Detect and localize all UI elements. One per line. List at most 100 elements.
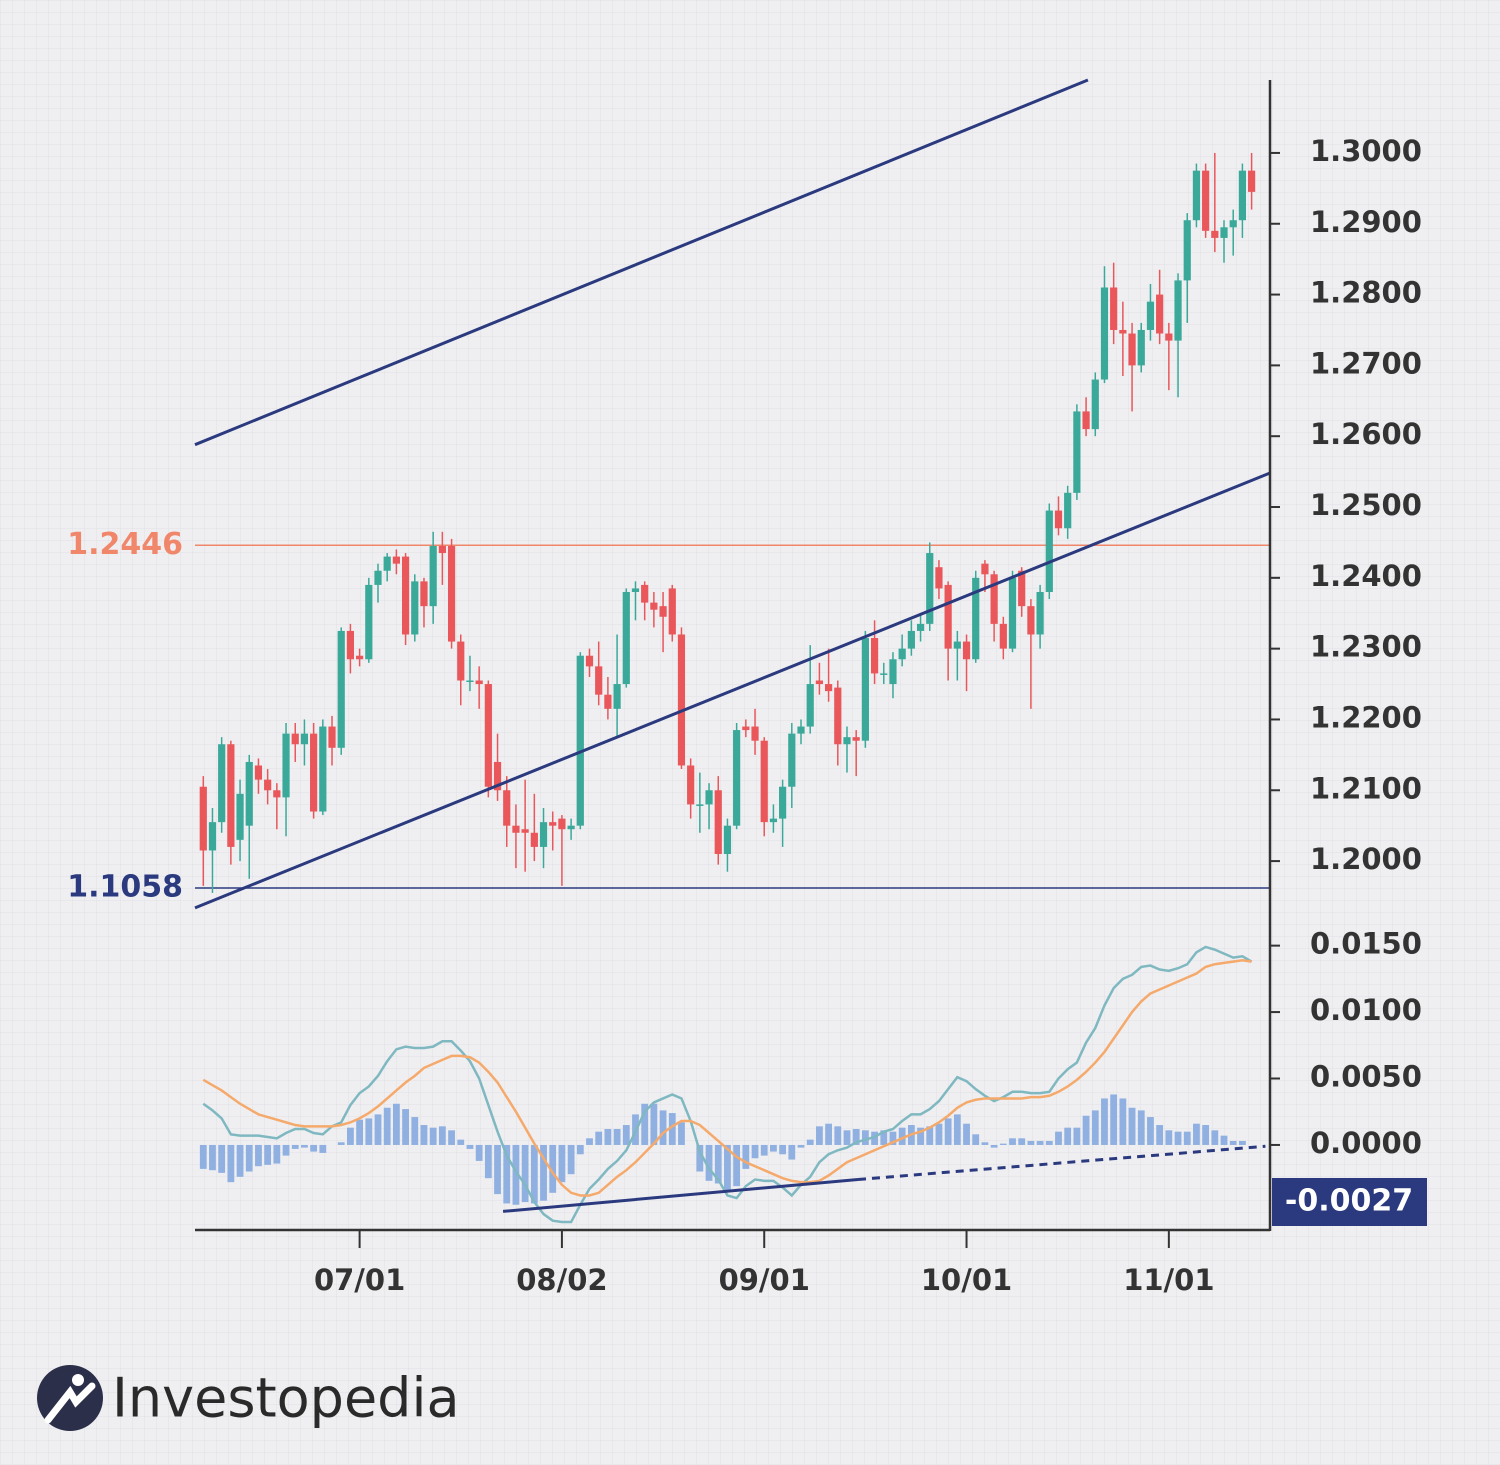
candle-body bbox=[549, 822, 557, 826]
candle-body bbox=[1156, 294, 1164, 334]
candle-body bbox=[411, 581, 419, 635]
candle-body bbox=[843, 737, 851, 745]
candle-body bbox=[503, 790, 511, 826]
histogram-bar bbox=[218, 1144, 226, 1173]
candle-body bbox=[870, 638, 879, 674]
candle-body bbox=[990, 574, 998, 624]
histogram-bar bbox=[788, 1144, 796, 1160]
x-tick-label: 11/01 bbox=[1123, 1263, 1214, 1297]
histogram-bar bbox=[981, 1142, 989, 1145]
candle-body bbox=[199, 786, 207, 851]
y-tick-label: 1.3000 bbox=[1310, 134, 1422, 168]
candle-body bbox=[401, 556, 410, 635]
candle-body bbox=[861, 638, 869, 741]
histogram-bar bbox=[1036, 1140, 1044, 1145]
histogram-bar bbox=[999, 1143, 1007, 1145]
candle-body bbox=[493, 761, 502, 791]
logo-dot bbox=[72, 1374, 84, 1386]
signal-line bbox=[202, 958, 1252, 1197]
histogram-bar bbox=[402, 1109, 409, 1145]
candle-body bbox=[1082, 411, 1090, 430]
candle-body bbox=[1165, 333, 1173, 341]
histogram-bar bbox=[742, 1144, 750, 1169]
histogram-bar bbox=[586, 1138, 593, 1145]
candle-body bbox=[723, 825, 732, 855]
candle-body bbox=[457, 641, 465, 681]
candle-body bbox=[1229, 220, 1237, 228]
y-tick-label: 1.2700 bbox=[1310, 346, 1422, 380]
histogram-bar bbox=[319, 1144, 327, 1153]
y-tick-label: 1.2300 bbox=[1310, 630, 1422, 664]
candle-body bbox=[245, 761, 253, 826]
candle-body bbox=[953, 641, 961, 649]
histogram-bar bbox=[843, 1130, 851, 1145]
histogram-bar bbox=[944, 1118, 952, 1145]
histogram-bar bbox=[236, 1144, 244, 1177]
candle-body bbox=[567, 825, 575, 830]
histogram-bar bbox=[1156, 1125, 1164, 1145]
candle-body bbox=[972, 577, 980, 660]
histogram-bar bbox=[604, 1129, 612, 1145]
histogram-bar bbox=[457, 1139, 465, 1145]
candle-body bbox=[668, 588, 676, 635]
histogram-bar bbox=[255, 1144, 262, 1167]
candle-body bbox=[935, 567, 943, 589]
candle-body bbox=[1064, 492, 1072, 529]
candle-body bbox=[760, 740, 768, 823]
histogram-bar bbox=[365, 1118, 373, 1145]
candle-body bbox=[300, 733, 309, 745]
histogram-bar bbox=[512, 1144, 520, 1205]
histogram-bar bbox=[852, 1129, 860, 1145]
y-tick-label: 1.2100 bbox=[1310, 771, 1422, 805]
trend-line bbox=[857, 1144, 1266, 1181]
callout-label: -0.0027 bbox=[1285, 1184, 1413, 1219]
histogram-bar bbox=[438, 1126, 446, 1145]
histogram-bar bbox=[595, 1131, 603, 1145]
histogram-bar bbox=[521, 1144, 529, 1203]
candle-body bbox=[622, 591, 630, 685]
histogram-bar bbox=[1091, 1110, 1099, 1145]
x-tick-label: 09/01 bbox=[719, 1263, 810, 1297]
histogram-bar bbox=[1045, 1140, 1053, 1145]
histogram-bar bbox=[779, 1144, 787, 1155]
histogram-bar bbox=[209, 1144, 216, 1171]
histogram-bar bbox=[576, 1144, 584, 1155]
candle-body bbox=[751, 726, 759, 741]
histogram-bar bbox=[199, 1144, 207, 1169]
y-tick-label: 0.0050 bbox=[1310, 1060, 1422, 1094]
candle-body bbox=[273, 790, 281, 798]
histogram-bar bbox=[420, 1125, 428, 1145]
histogram-bar bbox=[917, 1127, 924, 1145]
trend-line bbox=[194, 471, 1271, 910]
y-tick-label: 1.2500 bbox=[1310, 488, 1422, 522]
histogram-bar bbox=[1082, 1115, 1090, 1145]
candle-body bbox=[438, 545, 446, 554]
histogram-bar bbox=[374, 1114, 382, 1145]
histogram-bar bbox=[301, 1144, 308, 1148]
histogram-bar bbox=[898, 1127, 906, 1145]
candle-body bbox=[797, 726, 805, 734]
histogram-bar bbox=[540, 1144, 547, 1201]
histogram-bar bbox=[770, 1144, 777, 1152]
histogram-bar bbox=[567, 1144, 575, 1175]
candle-body bbox=[539, 822, 548, 847]
candle-body bbox=[346, 630, 355, 660]
histogram-bar bbox=[953, 1114, 961, 1145]
histogram-bar bbox=[834, 1126, 842, 1145]
candle-body bbox=[530, 832, 538, 847]
candle-body bbox=[218, 744, 226, 823]
histogram-bar bbox=[622, 1125, 630, 1145]
candle-body bbox=[962, 641, 971, 660]
candle-body bbox=[447, 545, 456, 642]
histogram-bar bbox=[1009, 1138, 1016, 1145]
candle-body bbox=[834, 687, 842, 745]
candle-body bbox=[420, 581, 428, 607]
histogram-bar bbox=[1110, 1094, 1118, 1145]
histogram-bar bbox=[245, 1144, 253, 1172]
histogram-bar bbox=[714, 1144, 722, 1184]
histogram-bar bbox=[963, 1123, 970, 1145]
histogram-bar bbox=[291, 1144, 299, 1149]
candle-body bbox=[392, 556, 400, 564]
candle-body bbox=[1045, 510, 1053, 592]
